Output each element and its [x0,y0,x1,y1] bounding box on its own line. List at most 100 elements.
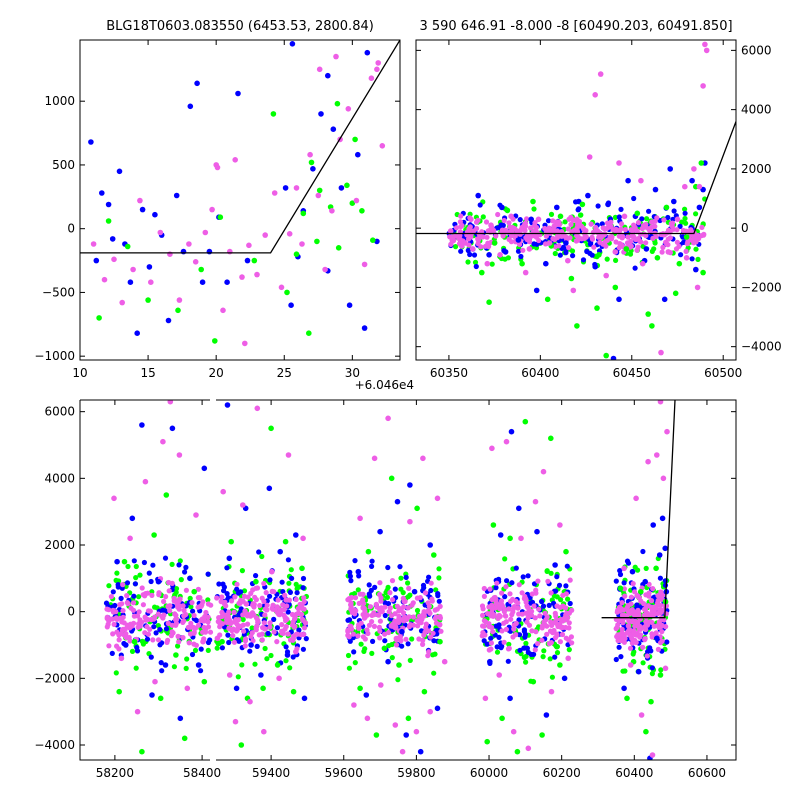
scatter-point-blue-bulk [382,612,388,619]
scatter-point-magenta-bulk [669,220,676,226]
scatter-point-green [414,505,420,512]
scatter-point-magenta-bulk [648,598,655,604]
scatter-point-green-bulk [125,563,131,570]
scatter-point-blue [696,204,703,211]
scatter-point-magenta-bulk [559,233,565,239]
scatter-point-magenta [240,502,246,508]
scatter-point-green-bulk [137,572,143,578]
scatter-point-blue [310,166,316,172]
scatter-point-magenta-bulk [242,643,248,649]
scatter-point-blue-bulk [283,644,289,650]
scatter-point-green-bulk [541,648,547,654]
scatter-point-magenta [664,428,670,435]
scatter-point-green-bulk [652,240,658,246]
scatter-point-magenta [458,243,465,249]
scatter-point-green [151,532,157,538]
scatter-point-magenta-bulk [254,585,261,591]
scatter-point-blue-bulk [285,557,291,563]
scatter-point-magenta-bulk [390,597,396,603]
scatter-point-green [676,260,683,267]
scatter-point-magenta-bulk [185,624,191,631]
scatter-point-green [251,257,258,264]
scatter-point-blue-bulk [225,632,231,638]
scatter-point-blue [288,302,294,309]
scatter-point-blue-bulk [616,214,622,220]
scatter-point-green [388,475,395,482]
scatter-point-green-bulk [155,623,161,629]
model-curve-line [416,121,736,235]
scatter-point-blue-bulk [300,646,306,652]
scatter-point-magenta-bulk [484,234,490,240]
scatter-point-magenta-bulk [667,235,673,241]
scatter-point-blue-bulk [473,263,479,270]
scatter-point-magenta-bulk [574,233,580,239]
scatter-point-blue-bulk [647,645,653,651]
scatter-point-green-bulk [544,568,550,575]
scatter-point-blue [363,692,370,698]
scatter-point-blue-bulk [589,252,595,258]
scatter-point-magenta-bulk [438,628,444,634]
scatter-point-magenta [413,728,420,735]
scatter-point-blue-bulk [347,569,353,575]
scatter-point-magenta-bulk [481,593,487,600]
scatter-point-blue [417,748,424,755]
scatter-point-magenta-bulk [230,633,236,639]
scatter-point-magenta-bulk [505,646,512,652]
scatter-point-green [645,311,651,317]
scatter-point-green-bulk [472,259,479,265]
scatter-point-magenta-bulk [628,594,635,600]
scatter-point-magenta-bulk [646,581,652,588]
scatter-point-magenta [371,455,378,462]
scatter-point-blue [394,498,401,505]
scatter-point-magenta-bulk [508,239,514,245]
scatter-point-green [145,297,151,303]
scatter-point-magenta-bulk [501,620,507,626]
scatter-point-magenta-bulk [356,622,362,628]
scatter-point-blue [650,522,656,528]
scatter-point-magenta-bulk [410,614,417,620]
scatter-point-magenta-bulk [485,240,491,246]
scatter-point-magenta-bulk [529,628,535,634]
scatter-point-magenta-bulk [297,601,303,608]
scatter-point-magenta-bulk [362,608,368,614]
scatter-point-blue-bulk [146,570,152,576]
scatter-point-magenta [254,271,260,278]
scatter-point-magenta-bulk [116,637,122,643]
scatter-point-magenta-bulk [533,224,540,231]
scatter-point-blue [411,588,418,595]
scatter-point-blue-bulk [521,628,528,634]
scatter-point-blue [475,192,482,199]
scatter-point-blue [643,246,650,252]
scatter-point-magenta-bulk [250,587,256,593]
scatter-point-magenta-bulk [248,633,254,639]
scatter-point-magenta [209,206,215,213]
scatter-point-green-bulk [129,648,136,655]
scatter-point-magenta-bulk [553,613,559,619]
scatter-point-green-bulk [239,568,245,574]
scatter-point-magenta [200,638,206,645]
scatter-point-magenta-bulk [120,582,126,588]
scatter-point-green-bulk [489,261,495,267]
scatter-point-blue [244,257,251,264]
scatter-point-magenta [385,415,391,422]
scatter-point-green-bulk [294,586,300,592]
scatter-point-magenta-bulk [197,595,203,601]
scatter-point-magenta [246,242,252,249]
scatter-point-blue [652,186,659,193]
scatter-point-magenta [638,712,645,718]
scatter-point-magenta-bulk [659,638,665,644]
scatter-point-magenta-bulk [544,614,550,620]
scatter-point-magenta-bulk [155,637,162,643]
scatter-point-green-bulk [635,567,641,573]
scatter-point-magenta-bulk [618,637,624,644]
scatter-point-magenta-bulk [121,620,127,626]
scatter-point-magenta-bulk [643,623,649,629]
scatter-point-magenta [649,752,656,758]
scatter-point-magenta [316,66,323,73]
scatter-point-green-bulk [177,558,183,564]
scatter-point-magenta [299,241,305,247]
scatter-point-blue-bulk [157,626,163,633]
scatter-point-green [431,552,437,558]
scatter-point-magenta-bulk [127,621,134,627]
scatter-point-magenta-bulk [636,626,642,632]
